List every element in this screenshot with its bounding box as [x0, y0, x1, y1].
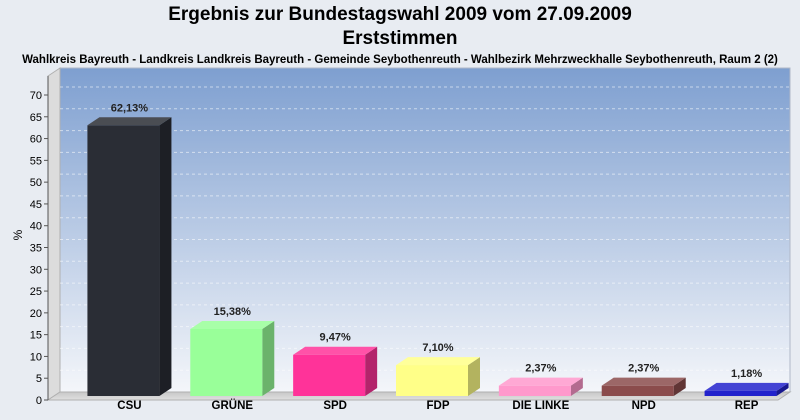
x-tick-label: DIE LINKE — [512, 400, 569, 412]
bar-front — [704, 390, 777, 396]
bar-front — [87, 125, 160, 396]
y-tick-label: 65 — [30, 112, 42, 124]
bar-front — [601, 385, 674, 396]
bar-csu — [87, 117, 172, 397]
bar-top — [396, 357, 480, 366]
chart-title: Ergebnis zur Bundestagswahl 2009 vom 27.… — [168, 4, 632, 25]
bar-top — [190, 320, 275, 329]
bar-front — [293, 354, 366, 396]
y-tick-label: 30 — [30, 264, 42, 276]
chart-subtitle: Erststimmen — [342, 28, 458, 49]
data-label: 7,10% — [422, 342, 453, 354]
y-tick-label: 10 — [30, 351, 42, 363]
x-tick-label: REP — [735, 400, 759, 412]
y-tick-label: 25 — [30, 286, 42, 298]
y-tick-label: 50 — [30, 177, 42, 189]
data-label: 2,37% — [525, 363, 556, 375]
bar-front — [498, 385, 571, 396]
y-tick-label: 15 — [30, 330, 42, 342]
bar-side — [776, 382, 789, 396]
y-tick-label: 45 — [30, 199, 42, 211]
y-tick-label: 5 — [36, 373, 42, 385]
plot-area — [59, 67, 791, 393]
data-label: 2,37% — [628, 363, 659, 375]
y-axis-label: % — [11, 229, 25, 240]
bar-top — [293, 346, 378, 355]
y-tick-label: 35 — [30, 243, 42, 255]
bar-npd — [601, 377, 686, 396]
bar-top — [498, 377, 583, 386]
x-tick-label: SPD — [323, 400, 347, 412]
x-tick-label: CSU — [117, 400, 141, 412]
bar-fdp — [396, 357, 480, 396]
x-tick-label: GRÜNE — [212, 399, 254, 412]
x-tick-label: NPD — [632, 400, 656, 412]
data-label: 1,18% — [731, 368, 762, 380]
bar-rep — [704, 382, 789, 396]
chart-description: Wahlkreis Bayreuth - Landkreis Landkreis… — [22, 54, 778, 66]
bar-side — [570, 377, 583, 396]
bar-side — [365, 346, 378, 396]
bar-front — [396, 365, 468, 396]
bar-spd — [293, 346, 378, 396]
y-tick-label: 55 — [30, 155, 42, 167]
bar-grüne — [190, 320, 275, 396]
bar-die-linke — [498, 377, 583, 396]
y-tick-label: 20 — [30, 308, 42, 320]
data-label: 9,47% — [320, 332, 351, 344]
data-label: 15,38% — [214, 306, 252, 318]
bar-top — [87, 117, 172, 126]
data-label: 62,13% — [111, 102, 149, 114]
bar-side — [262, 320, 275, 396]
x-tick-label: FDP — [427, 400, 450, 412]
y-tick-label: 0 — [36, 395, 42, 407]
bar-top — [704, 382, 789, 391]
y-tick-label: 60 — [30, 134, 42, 146]
y-tick-label: 40 — [30, 221, 42, 233]
bar-side — [159, 117, 172, 397]
bar-front — [190, 328, 263, 396]
bar-side — [468, 357, 480, 396]
bar-top — [601, 377, 686, 386]
bar-side — [673, 377, 686, 396]
side-wall — [47, 67, 61, 401]
y-tick-label: 70 — [30, 90, 42, 102]
